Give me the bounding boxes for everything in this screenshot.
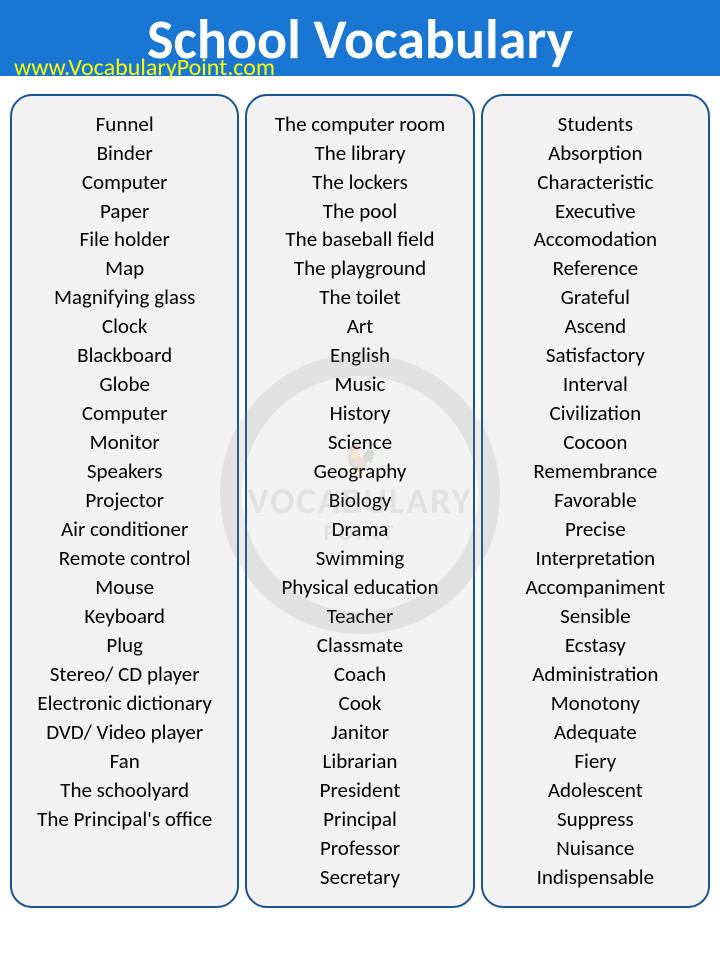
vocabulary-word: The computer room (251, 110, 468, 139)
vocabulary-word: Projector (16, 486, 233, 515)
vocabulary-word: Adolescent (487, 776, 704, 805)
vocabulary-word: Indispensable (487, 863, 704, 892)
vocabulary-word: President (251, 776, 468, 805)
vocabulary-word: The Principal's office (16, 805, 233, 834)
vocabulary-word: Monotony (487, 689, 704, 718)
vocabulary-column-3: StudentsAbsorptionCharacteristicExecutiv… (481, 94, 710, 908)
vocabulary-word: Executive (487, 197, 704, 226)
vocabulary-word: The lockers (251, 168, 468, 197)
vocabulary-word: The playground (251, 254, 468, 283)
vocabulary-word: Absorption (487, 139, 704, 168)
vocabulary-word: Binder (16, 139, 233, 168)
vocabulary-word: Speakers (16, 457, 233, 486)
vocabulary-word: The pool (251, 197, 468, 226)
vocabulary-word: Sensible (487, 602, 704, 631)
vocabulary-word: Electronic dictionary (16, 689, 233, 718)
vocabulary-word: Map (16, 254, 233, 283)
vocabulary-word: Air conditioner (16, 515, 233, 544)
vocabulary-word: Cook (251, 689, 468, 718)
vocabulary-word: Keyboard (16, 602, 233, 631)
vocabulary-word: Principal (251, 805, 468, 834)
vocabulary-word: Grateful (487, 283, 704, 312)
vocabulary-word: Funnel (16, 110, 233, 139)
vocabulary-word: English (251, 341, 468, 370)
vocabulary-word: Reference (487, 254, 704, 283)
vocabulary-column-2: The computer roomThe libraryThe lockersT… (245, 94, 474, 908)
vocabulary-column-1: FunnelBinderComputerPaperFile holderMapM… (10, 94, 239, 908)
vocabulary-word: Interval (487, 370, 704, 399)
vocabulary-word: Professor (251, 834, 468, 863)
vocabulary-word: Civilization (487, 399, 704, 428)
vocabulary-word: Administration (487, 660, 704, 689)
vocabulary-word: Characteristic (487, 168, 704, 197)
vocabulary-word: Geography (251, 457, 468, 486)
vocabulary-word: Globe (16, 370, 233, 399)
vocabulary-word: Remote control (16, 544, 233, 573)
vocabulary-word: Librarian (251, 747, 468, 776)
vocabulary-word: Precise (487, 515, 704, 544)
vocabulary-word: Students (487, 110, 704, 139)
vocabulary-word: Mouse (16, 573, 233, 602)
vocabulary-word: History (251, 399, 468, 428)
vocabulary-word: DVD/ Video player (16, 718, 233, 747)
vocabulary-word: Favorable (487, 486, 704, 515)
vocabulary-word: Swimming (251, 544, 468, 573)
vocabulary-word: Classmate (251, 631, 468, 660)
vocabulary-word: Computer (16, 399, 233, 428)
vocabulary-word: The schoolyard (16, 776, 233, 805)
vocabulary-word: Biology (251, 486, 468, 515)
vocabulary-word: Drama (251, 515, 468, 544)
vocabulary-word: Art (251, 312, 468, 341)
vocabulary-word: Computer (16, 168, 233, 197)
vocabulary-word: Blackboard (16, 341, 233, 370)
vocabulary-word: File holder (16, 225, 233, 254)
vocabulary-word: Teacher (251, 602, 468, 631)
vocabulary-word: Fiery (487, 747, 704, 776)
source-url: www.VocabularyPoint.com (14, 53, 275, 82)
vocabulary-word: Plug (16, 631, 233, 660)
vocabulary-word: Cocoon (487, 428, 704, 457)
vocabulary-word: Ascend (487, 312, 704, 341)
vocabulary-word: The baseball field (251, 225, 468, 254)
vocabulary-word: Satisfactory (487, 341, 704, 370)
vocabulary-word: Physical education (251, 573, 468, 602)
vocabulary-word: Nuisance (487, 834, 704, 863)
vocabulary-word: Suppress (487, 805, 704, 834)
vocabulary-word: Stereo/ CD player (16, 660, 233, 689)
vocabulary-word: The toilet (251, 283, 468, 312)
vocabulary-word: Janitor (251, 718, 468, 747)
vocabulary-word: Magnifying glass (16, 283, 233, 312)
vocabulary-word: Monitor (16, 428, 233, 457)
vocabulary-word: Coach (251, 660, 468, 689)
vocabulary-word: Secretary (251, 863, 468, 892)
vocabulary-word: Ecstasy (487, 631, 704, 660)
vocabulary-word: Interpretation (487, 544, 704, 573)
vocabulary-columns: FunnelBinderComputerPaperFile holderMapM… (0, 76, 720, 918)
vocabulary-word: Science (251, 428, 468, 457)
vocabulary-word: Remembrance (487, 457, 704, 486)
vocabulary-word: Paper (16, 197, 233, 226)
vocabulary-word: Clock (16, 312, 233, 341)
vocabulary-word: Fan (16, 747, 233, 776)
vocabulary-word: Adequate (487, 718, 704, 747)
vocabulary-word: Accomodation (487, 225, 704, 254)
vocabulary-word: Accompaniment (487, 573, 704, 602)
vocabulary-word: The library (251, 139, 468, 168)
header-banner: School Vocabulary www.VocabularyPoint.co… (0, 0, 720, 76)
vocabulary-word: Music (251, 370, 468, 399)
